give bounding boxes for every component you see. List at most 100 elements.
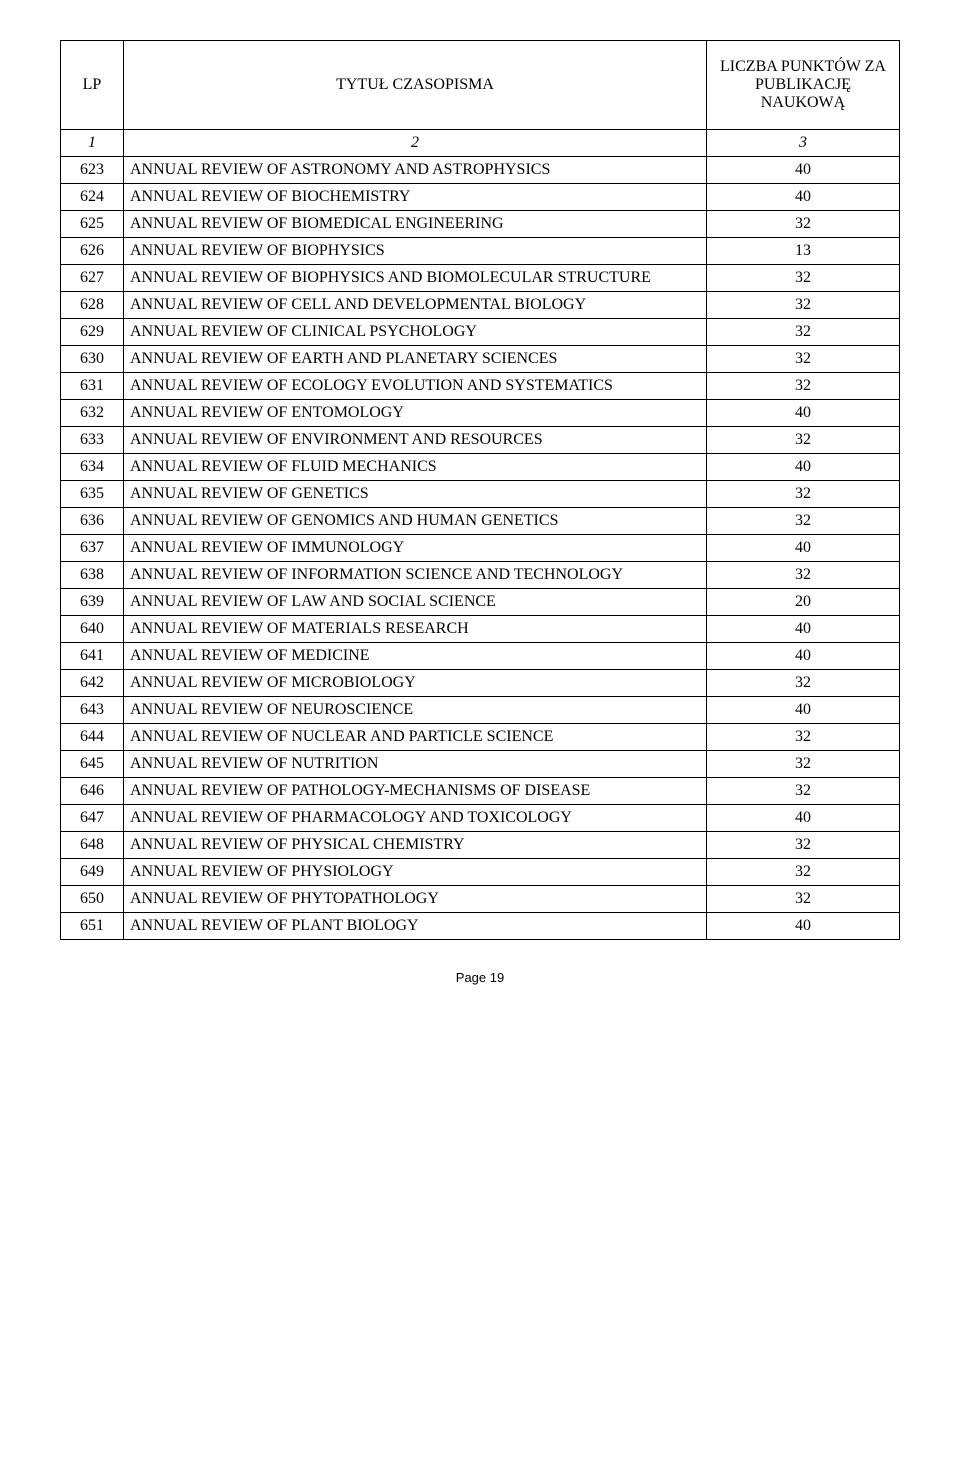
cell-lp: 635 [61,481,124,508]
cell-lp: 636 [61,508,124,535]
cell-title: ANNUAL REVIEW OF PHARMACOLOGY AND TOXICO… [124,805,707,832]
cell-points: 32 [707,373,900,400]
table-row: 649ANNUAL REVIEW OF PHYSIOLOGY32 [61,859,900,886]
cell-lp: 646 [61,778,124,805]
table-header-row: LP TYTUŁ CZASOPISMA LICZBA PUNKTÓW ZA PU… [61,41,900,130]
cell-points: 40 [707,805,900,832]
cell-lp: 645 [61,751,124,778]
cell-points: 32 [707,481,900,508]
cell-lp: 623 [61,157,124,184]
cell-lp: 625 [61,211,124,238]
cell-lp: 638 [61,562,124,589]
cell-title: ANNUAL REVIEW OF PHYSICAL CHEMISTRY [124,832,707,859]
cell-points: 32 [707,778,900,805]
journal-table: LP TYTUŁ CZASOPISMA LICZBA PUNKTÓW ZA PU… [60,40,900,940]
table-row: 647ANNUAL REVIEW OF PHARMACOLOGY AND TOX… [61,805,900,832]
cell-title: ANNUAL REVIEW OF CLINICAL PSYCHOLOGY [124,319,707,346]
table-row: 624ANNUAL REVIEW OF BIOCHEMISTRY40 [61,184,900,211]
cell-title: ANNUAL REVIEW OF PHYSIOLOGY [124,859,707,886]
cell-lp: 634 [61,454,124,481]
cell-title: ANNUAL REVIEW OF ECOLOGY EVOLUTION AND S… [124,373,707,400]
cell-lp: 641 [61,643,124,670]
table-row: 630ANNUAL REVIEW OF EARTH AND PLANETARY … [61,346,900,373]
subheader-c3: 3 [707,130,900,157]
cell-points: 32 [707,859,900,886]
cell-title: ANNUAL REVIEW OF BIOMEDICAL ENGINEERING [124,211,707,238]
table-row: 651ANNUAL REVIEW OF PLANT BIOLOGY40 [61,913,900,940]
header-title: TYTUŁ CZASOPISMA [124,41,707,130]
cell-title: ANNUAL REVIEW OF GENOMICS AND HUMAN GENE… [124,508,707,535]
table-row: 638ANNUAL REVIEW OF INFORMATION SCIENCE … [61,562,900,589]
cell-lp: 648 [61,832,124,859]
table-row: 628ANNUAL REVIEW OF CELL AND DEVELOPMENT… [61,292,900,319]
cell-lp: 628 [61,292,124,319]
cell-lp: 649 [61,859,124,886]
cell-lp: 639 [61,589,124,616]
cell-title: ANNUAL REVIEW OF IMMUNOLOGY [124,535,707,562]
cell-points: 40 [707,913,900,940]
table-row: 631ANNUAL REVIEW OF ECOLOGY EVOLUTION AN… [61,373,900,400]
cell-points: 40 [707,184,900,211]
table-row: 641ANNUAL REVIEW OF MEDICINE40 [61,643,900,670]
cell-lp: 624 [61,184,124,211]
cell-points: 32 [707,562,900,589]
cell-points: 32 [707,886,900,913]
table-row: 637ANNUAL REVIEW OF IMMUNOLOGY40 [61,535,900,562]
cell-points: 32 [707,508,900,535]
cell-lp: 642 [61,670,124,697]
cell-lp: 647 [61,805,124,832]
table-row: 643ANNUAL REVIEW OF NEUROSCIENCE40 [61,697,900,724]
cell-title: ANNUAL REVIEW OF NEUROSCIENCE [124,697,707,724]
cell-points: 32 [707,832,900,859]
table-row: 648ANNUAL REVIEW OF PHYSICAL CHEMISTRY32 [61,832,900,859]
table-subheader-row: 1 2 3 [61,130,900,157]
cell-lp: 632 [61,400,124,427]
cell-title: ANNUAL REVIEW OF PHYTOPATHOLOGY [124,886,707,913]
cell-points: 20 [707,589,900,616]
cell-lp: 629 [61,319,124,346]
cell-lp: 644 [61,724,124,751]
cell-points: 32 [707,427,900,454]
cell-title: ANNUAL REVIEW OF NUCLEAR AND PARTICLE SC… [124,724,707,751]
cell-lp: 637 [61,535,124,562]
table-row: 635ANNUAL REVIEW OF GENETICS32 [61,481,900,508]
cell-points: 32 [707,265,900,292]
table-row: 642ANNUAL REVIEW OF MICROBIOLOGY32 [61,670,900,697]
cell-lp: 626 [61,238,124,265]
cell-points: 40 [707,616,900,643]
page-footer: Page 19 [60,970,900,985]
cell-points: 32 [707,670,900,697]
cell-points: 40 [707,643,900,670]
cell-lp: 633 [61,427,124,454]
header-points: LICZBA PUNKTÓW ZA PUBLIKACJĘ NAUKOWĄ [707,41,900,130]
cell-lp: 650 [61,886,124,913]
cell-title: ANNUAL REVIEW OF EARTH AND PLANETARY SCI… [124,346,707,373]
table-row: 634ANNUAL REVIEW OF FLUID MECHANICS40 [61,454,900,481]
table-row: 640ANNUAL REVIEW OF MATERIALS RESEARCH40 [61,616,900,643]
cell-points: 40 [707,400,900,427]
cell-points: 32 [707,751,900,778]
cell-title: ANNUAL REVIEW OF FLUID MECHANICS [124,454,707,481]
cell-points: 13 [707,238,900,265]
table-row: 650ANNUAL REVIEW OF PHYTOPATHOLOGY32 [61,886,900,913]
cell-lp: 631 [61,373,124,400]
cell-title: ANNUAL REVIEW OF BIOPHYSICS [124,238,707,265]
table-row: 633ANNUAL REVIEW OF ENVIRONMENT AND RESO… [61,427,900,454]
table-row: 646ANNUAL REVIEW OF PATHOLOGY-MECHANISMS… [61,778,900,805]
cell-lp: 640 [61,616,124,643]
cell-title: ANNUAL REVIEW OF ASTRONOMY AND ASTROPHYS… [124,157,707,184]
cell-points: 40 [707,535,900,562]
cell-title: ANNUAL REVIEW OF CELL AND DEVELOPMENTAL … [124,292,707,319]
table-row: 623ANNUAL REVIEW OF ASTRONOMY AND ASTROP… [61,157,900,184]
cell-title: ANNUAL REVIEW OF MATERIALS RESEARCH [124,616,707,643]
cell-points: 32 [707,292,900,319]
cell-title: ANNUAL REVIEW OF NUTRITION [124,751,707,778]
cell-title: ANNUAL REVIEW OF LAW AND SOCIAL SCIENCE [124,589,707,616]
cell-lp: 630 [61,346,124,373]
cell-title: ANNUAL REVIEW OF BIOPHYSICS AND BIOMOLEC… [124,265,707,292]
header-lp: LP [61,41,124,130]
table-row: 644ANNUAL REVIEW OF NUCLEAR AND PARTICLE… [61,724,900,751]
cell-title: ANNUAL REVIEW OF ENTOMOLOGY [124,400,707,427]
table-row: 632ANNUAL REVIEW OF ENTOMOLOGY40 [61,400,900,427]
cell-lp: 627 [61,265,124,292]
